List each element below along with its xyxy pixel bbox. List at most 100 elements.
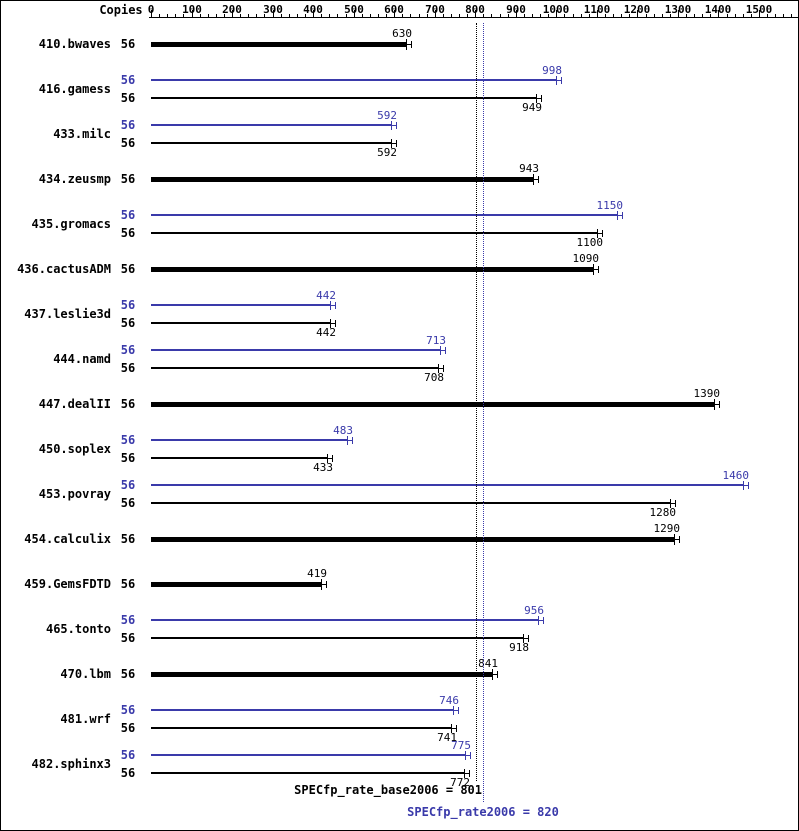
base-value-label: 841 <box>478 657 498 670</box>
axis-minor-tick <box>775 14 776 17</box>
axis-tick-label: 600 <box>370 4 418 15</box>
axis-tick-label: 1300 <box>654 4 702 15</box>
copies-value-base: 56 <box>120 532 136 546</box>
axis-major-tick <box>232 10 233 17</box>
bar-range-tick <box>528 635 529 642</box>
bar-range-tick <box>458 707 459 714</box>
base-reference-line <box>476 23 477 781</box>
bar-range-tick <box>456 725 457 732</box>
bar-range-line <box>330 305 335 306</box>
axis-minor-tick <box>524 14 525 17</box>
axis-tick-label: 100 <box>168 4 216 15</box>
axis-major-tick <box>313 10 314 17</box>
bar-range-line <box>406 44 411 45</box>
result-bar <box>151 619 538 621</box>
base-value-label: 1290 <box>653 522 681 535</box>
benchmark-label: 435.gromacs <box>31 217 111 231</box>
benchmark-label: 465.tonto <box>45 622 111 636</box>
axis-minor-tick <box>629 14 630 17</box>
bar-range-line <box>714 404 719 405</box>
bar-range-line <box>538 620 543 621</box>
bar-range-tick <box>326 581 327 588</box>
base-value-label: 741 <box>437 731 457 744</box>
axis-major-tick <box>354 10 355 17</box>
bar-range-tick <box>396 140 397 147</box>
copies-value-base: 56 <box>120 136 136 150</box>
axis-minor-tick <box>443 14 444 17</box>
axis-tick-label: 500 <box>330 4 378 15</box>
copies-value-peak: 56 <box>120 703 136 717</box>
bar-range-line <box>674 539 679 540</box>
peak-reference-line <box>483 23 484 802</box>
base-value-label: 1090 <box>572 252 600 265</box>
copies-value-base: 56 <box>120 316 136 330</box>
axis-minor-tick <box>735 14 736 17</box>
copies-value-peak: 56 <box>120 208 136 222</box>
axis-minor-tick <box>224 14 225 17</box>
axis-tick-label: 800 <box>451 4 499 15</box>
result-bar <box>151 727 451 729</box>
base-value-label: 592 <box>377 146 397 159</box>
result-bar <box>151 772 464 774</box>
result-bar <box>151 709 453 711</box>
result-bar <box>151 502 670 504</box>
copies-value-peak: 56 <box>120 613 136 627</box>
copies-value-base: 56 <box>120 172 136 186</box>
copies-value-peak: 56 <box>120 298 136 312</box>
bar-range-line <box>464 773 469 774</box>
axis-minor-tick <box>337 14 338 17</box>
peak-summary-label: SPECfp_rate2006 = 820 <box>407 805 559 819</box>
axis-line <box>149 17 798 18</box>
axis-minor-tick <box>216 14 217 17</box>
copies-value-base: 56 <box>120 721 136 735</box>
base-value-label: 772 <box>450 776 470 789</box>
bar-range-tick <box>675 500 676 507</box>
axis-tick-label: 200 <box>208 4 256 15</box>
axis-major-tick <box>678 10 679 17</box>
axis-minor-tick <box>329 14 330 17</box>
axis-minor-tick <box>589 14 590 17</box>
bar-range-line <box>465 755 470 756</box>
axis-minor-tick <box>491 14 492 17</box>
base-summary-label: SPECfp_rate_base2006 = 801 <box>294 783 482 797</box>
axis-minor-tick <box>751 14 752 17</box>
axis-minor-tick <box>483 14 484 17</box>
axis-minor-tick <box>702 14 703 17</box>
copies-value-base: 56 <box>120 766 136 780</box>
copies-value-peak: 56 <box>120 433 136 447</box>
base-bar-bold <box>151 672 492 677</box>
result-bar <box>151 439 347 441</box>
base-value-label: 433 <box>313 461 333 474</box>
axis-tick-label: 900 <box>492 4 540 15</box>
result-bar <box>151 124 391 126</box>
base-bar-bold <box>151 42 406 47</box>
axis-minor-tick <box>419 14 420 17</box>
axis-minor-tick <box>289 14 290 17</box>
axis-minor-tick <box>783 14 784 17</box>
axis-minor-tick <box>256 14 257 17</box>
axis-major-tick <box>435 10 436 17</box>
base-bar-bold <box>151 582 321 587</box>
bar-range-line <box>347 440 352 441</box>
result-bar <box>151 232 597 234</box>
base-value-label: 442 <box>316 326 336 339</box>
copies-value-base: 56 <box>120 496 136 510</box>
bar-range-tick <box>469 770 470 777</box>
peak-value-label: 956 <box>524 604 544 617</box>
copies-value-base: 56 <box>120 37 136 51</box>
bar-range-tick <box>543 617 544 624</box>
bar-range-line <box>438 368 443 369</box>
copies-value-peak: 56 <box>120 118 136 132</box>
bar-range-tick <box>396 122 397 129</box>
bar-range-line <box>533 179 538 180</box>
axis-minor-tick <box>686 14 687 17</box>
axis-minor-tick <box>467 14 468 17</box>
copies-value-base: 56 <box>120 226 136 240</box>
bar-range-tick <box>598 266 599 273</box>
benchmark-label: 410.bwaves <box>38 37 111 51</box>
axis-minor-tick <box>362 14 363 17</box>
axis-minor-tick <box>167 14 168 17</box>
result-bar <box>151 457 327 459</box>
axis-minor-tick <box>321 14 322 17</box>
